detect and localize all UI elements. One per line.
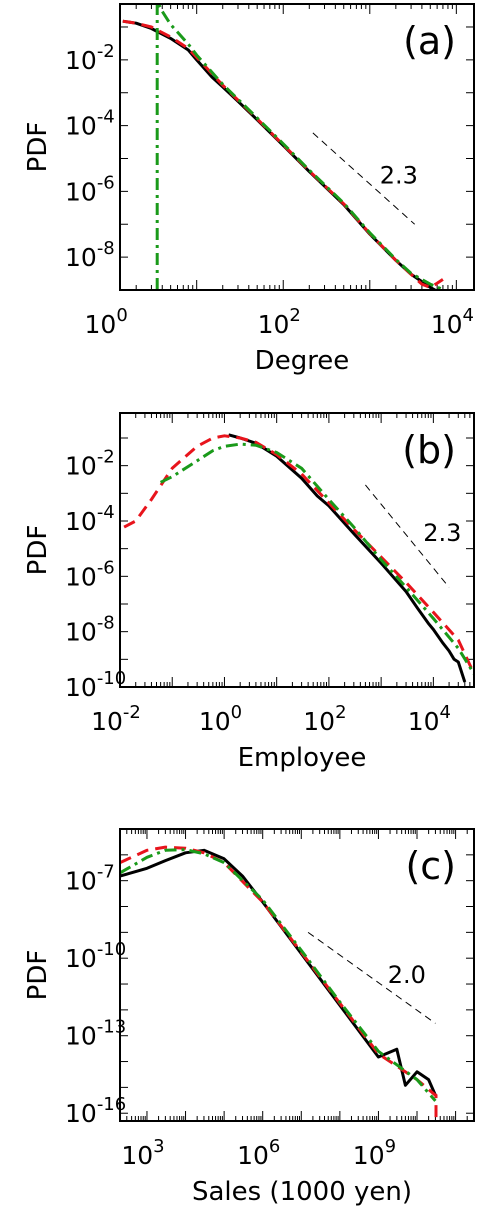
x-tick-base: 10 xyxy=(85,310,117,339)
y-tick-base: 10 xyxy=(65,507,97,536)
x-tick-label: 103 xyxy=(121,1136,164,1170)
x-tick-label: 100 xyxy=(85,305,128,339)
x-tick-label: 106 xyxy=(237,1136,280,1170)
series-line-dashed xyxy=(120,845,438,1119)
slope-label: 2.0 xyxy=(388,961,426,989)
y-tick-base: 10 xyxy=(65,112,97,141)
y-tick-base: 10 xyxy=(65,177,97,206)
y-tick-exponent: -13 xyxy=(97,1017,126,1038)
x-axis-title: Employee xyxy=(238,743,367,773)
x-tick-label: 102 xyxy=(258,305,301,339)
x-tick-base: 10 xyxy=(408,707,440,736)
y-tick-label: 10-16 xyxy=(65,1094,126,1128)
x-axis-title: Degree xyxy=(255,346,350,376)
x-axis-title: Sales (1000 yen) xyxy=(192,1177,412,1207)
series-line-dashed xyxy=(123,434,474,675)
y-tick-base: 10 xyxy=(65,673,97,702)
y-tick-base: 10 xyxy=(65,1099,97,1128)
panel-label: (c) xyxy=(405,844,456,888)
x-tick-label: 104 xyxy=(408,702,451,736)
x-tick-exponent: 0 xyxy=(231,702,242,723)
y-tick-base: 10 xyxy=(65,944,97,973)
y-tick-label: 10-6 xyxy=(65,557,115,591)
slope-guide-line xyxy=(312,132,415,225)
y-tick-label: 10-2 xyxy=(65,447,115,481)
x-tick-exponent: 2 xyxy=(335,702,346,723)
y-tick-label: 10-13 xyxy=(65,1017,126,1051)
y-tick-base: 10 xyxy=(65,867,97,896)
panel-label: (b) xyxy=(402,428,456,472)
y-tick-label: 10-2 xyxy=(65,41,115,75)
x-tick-base: 10 xyxy=(303,707,335,736)
y-tick-exponent: -8 xyxy=(97,238,115,259)
x-tick-exponent: 9 xyxy=(385,1136,396,1157)
y-tick-label: 10-8 xyxy=(65,613,115,647)
x-tick-exponent: 6 xyxy=(269,1136,280,1157)
y-tick-label: 10-8 xyxy=(65,238,115,272)
chart-panel-2: 10-2 100 102 10410-210-410-610-810-10Employ… xyxy=(23,412,475,773)
y-tick-exponent: -2 xyxy=(97,41,115,62)
slope-guide-line xyxy=(307,931,436,1024)
y-tick-label: 10-10 xyxy=(65,939,126,973)
y-tick-exponent: -7 xyxy=(97,862,115,883)
y-axis-title: PDF xyxy=(23,525,53,576)
x-tick-label: 102 xyxy=(303,702,346,736)
x-tick-base: 10 xyxy=(353,1141,385,1170)
slope-label: 2.3 xyxy=(380,162,418,190)
x-tick-exponent: 4 xyxy=(463,305,474,326)
x-tick-base: 10 xyxy=(431,310,463,339)
y-tick-exponent: -2 xyxy=(97,447,115,468)
plot-frame xyxy=(119,3,475,291)
y-tick-base: 10 xyxy=(65,562,97,591)
y-tick-exponent: -4 xyxy=(97,502,115,523)
x-tick-label: 100 xyxy=(199,702,242,736)
y-tick-exponent: -10 xyxy=(97,939,126,960)
y-tick-label: 10-4 xyxy=(65,107,115,141)
x-tick-label: 104 xyxy=(431,305,474,339)
y-tick-exponent: -8 xyxy=(97,613,115,634)
y-tick-base: 10 xyxy=(65,1022,97,1051)
x-tick-base: 10 xyxy=(199,707,231,736)
x-tick-base: 10 xyxy=(258,310,290,339)
plot-frame xyxy=(119,412,475,688)
series-line-dashdot xyxy=(155,4,449,290)
x-tick-base: 10 xyxy=(237,1141,269,1170)
y-tick-label: 10-6 xyxy=(65,172,115,206)
y-tick-exponent: -10 xyxy=(97,668,126,689)
y-tick-base: 10 xyxy=(65,452,97,481)
x-tick-base: 10 xyxy=(91,707,123,736)
series-line-dashdot xyxy=(159,442,474,675)
y-tick-exponent: -4 xyxy=(97,107,115,128)
y-tick-base: 10 xyxy=(65,243,97,272)
y-axis-title: PDF xyxy=(23,950,53,1001)
y-tick-exponent: -16 xyxy=(97,1094,126,1115)
x-tick-exponent: 4 xyxy=(440,702,451,723)
x-tick-exponent: 0 xyxy=(116,305,127,326)
plot-frame xyxy=(119,828,475,1122)
y-tick-base: 10 xyxy=(65,618,97,647)
panel-label: (a) xyxy=(403,19,456,63)
series-line-dashed xyxy=(122,19,444,289)
y-tick-exponent: -6 xyxy=(97,172,115,193)
slope-label: 2.3 xyxy=(423,519,461,547)
x-tick-label: 10-2 xyxy=(91,702,141,736)
y-axis-title: PDF xyxy=(23,122,53,173)
x-tick-base: 10 xyxy=(121,1141,153,1170)
x-tick-exponent: -2 xyxy=(123,702,141,723)
x-tick-exponent: 2 xyxy=(289,305,300,326)
y-tick-exponent: -6 xyxy=(97,557,115,578)
y-tick-base: 10 xyxy=(65,46,97,75)
x-tick-label: 109 xyxy=(353,1136,396,1170)
y-tick-label: 10-7 xyxy=(65,862,115,896)
y-tick-label: 10-10 xyxy=(65,668,126,702)
slope-guide-line xyxy=(365,484,450,588)
x-tick-exponent: 3 xyxy=(153,1136,164,1157)
y-tick-label: 10-4 xyxy=(65,502,115,536)
